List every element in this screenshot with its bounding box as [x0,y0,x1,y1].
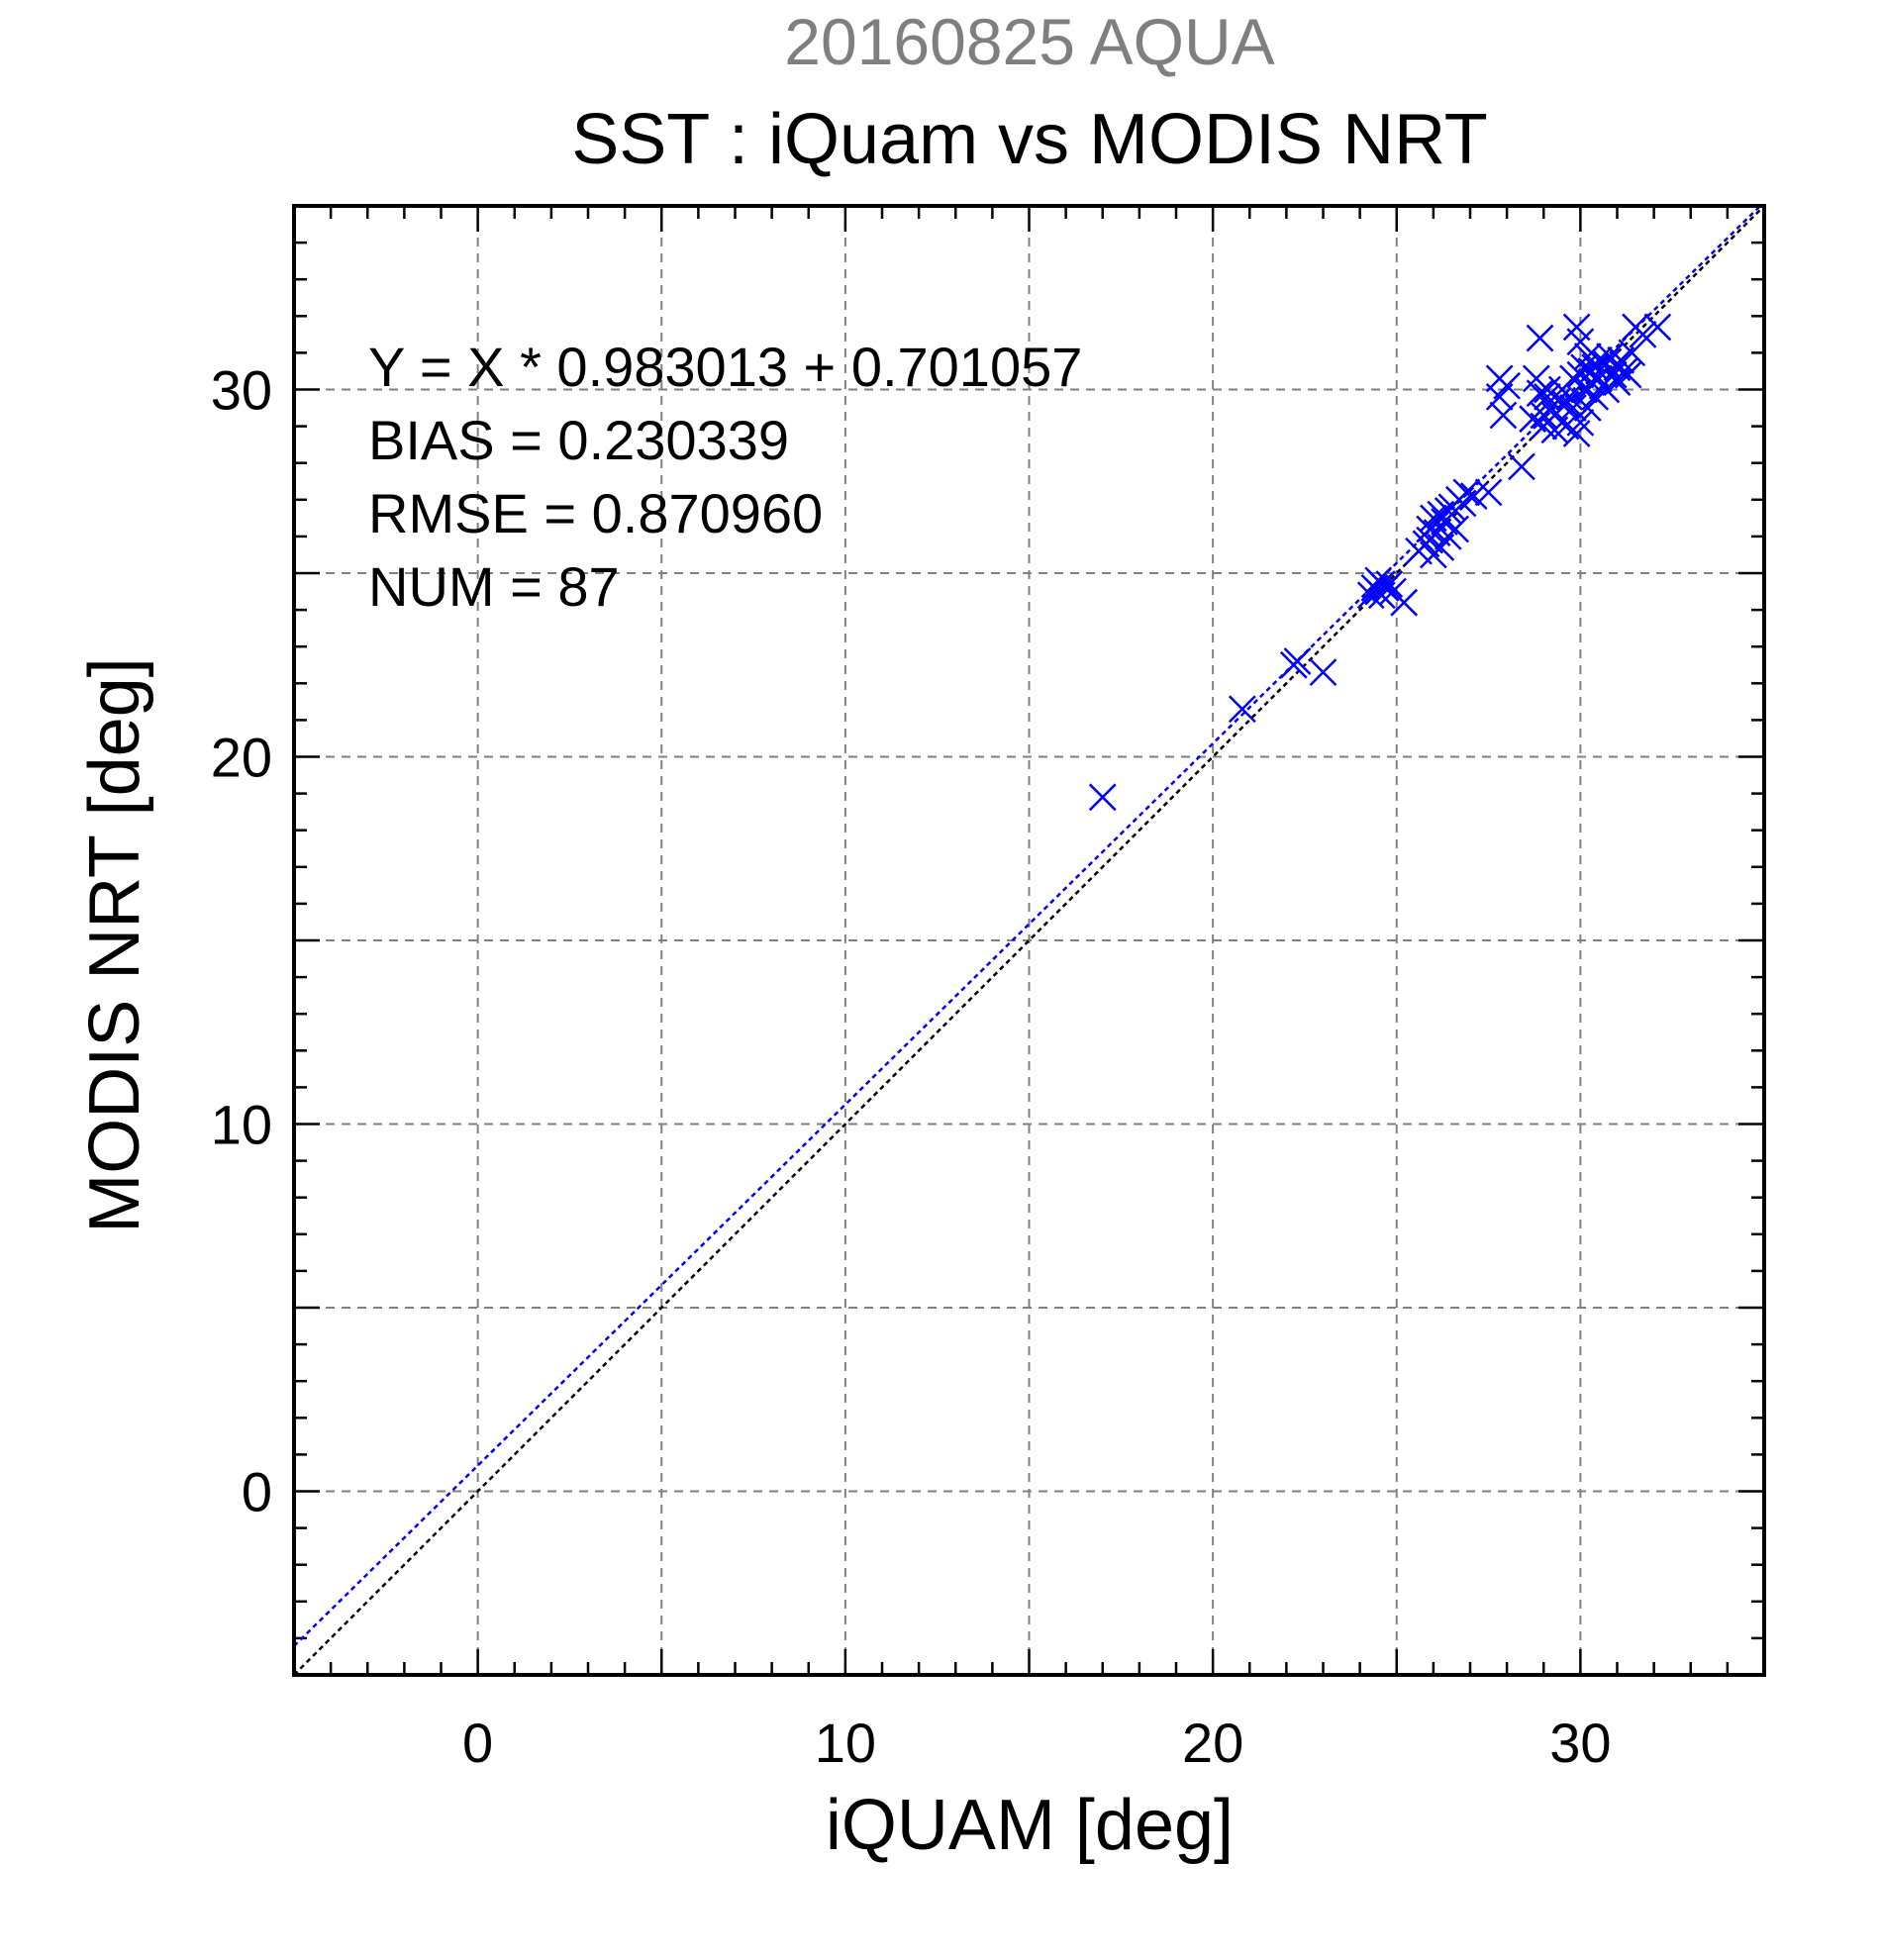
data-point [1390,588,1419,617]
data-point [1493,371,1522,400]
data-point [1489,401,1518,430]
data-point [1448,489,1477,518]
data-point [1566,409,1595,437]
x-tick-label: 10 [815,1712,876,1774]
y-tick-label: 0 [242,1461,272,1523]
data-point [1534,383,1561,411]
chart-suptitle: 20160825 AQUA [784,5,1275,78]
data-point [1544,386,1572,415]
data-point [1309,658,1337,687]
data-point [1474,478,1503,507]
x-tick-label: 30 [1549,1712,1611,1774]
data-point [1629,320,1657,348]
data-point [1508,452,1535,481]
data-point [1585,345,1613,374]
x-tick-label: 0 [462,1712,493,1774]
data-point [1416,526,1444,554]
identity-line [293,205,1765,1676]
data-point [1441,515,1470,543]
data-points [1088,313,1672,812]
grid-lines [294,206,1764,1675]
data-point [1573,375,1602,404]
chart-title: SST : iQuam vs MODIS NRT [571,100,1488,179]
data-point [1519,405,1546,434]
data-point [1551,390,1580,419]
bias-value: BIAS = 0.230339 [368,409,789,471]
x-tick-label: 20 [1182,1712,1243,1774]
tick-labels: 0 10 20 30 0 10 20 30 [211,359,1612,1775]
data-point [1581,353,1610,382]
data-point [1088,783,1117,812]
data-point [1434,497,1462,525]
data-point [1618,339,1646,367]
data-point [1228,695,1256,724]
data-point [1526,324,1554,352]
data-point [1555,383,1584,411]
num-value: NUM = 87 [368,555,620,618]
data-point [1283,647,1312,675]
y-tick-label: 10 [211,1094,272,1156]
data-point [1559,394,1587,422]
y-tick-label: 20 [211,727,272,789]
data-point [1643,313,1672,342]
data-point [1375,570,1404,599]
rmse-value: RMSE = 0.870960 [368,482,823,544]
y-tick-label: 30 [211,359,272,422]
x-axis-label: iQUAM [deg] [826,1786,1234,1865]
plot-frame [292,204,1766,1677]
regression-line [293,205,1761,1647]
data-point [1562,420,1591,447]
y-axis-label: MODIS NRT [deg] [75,657,154,1233]
fit-equation: Y = X * 0.983013 + 0.701057 [368,336,1082,398]
data-point [1356,581,1385,610]
reference-lines [293,205,1765,1676]
